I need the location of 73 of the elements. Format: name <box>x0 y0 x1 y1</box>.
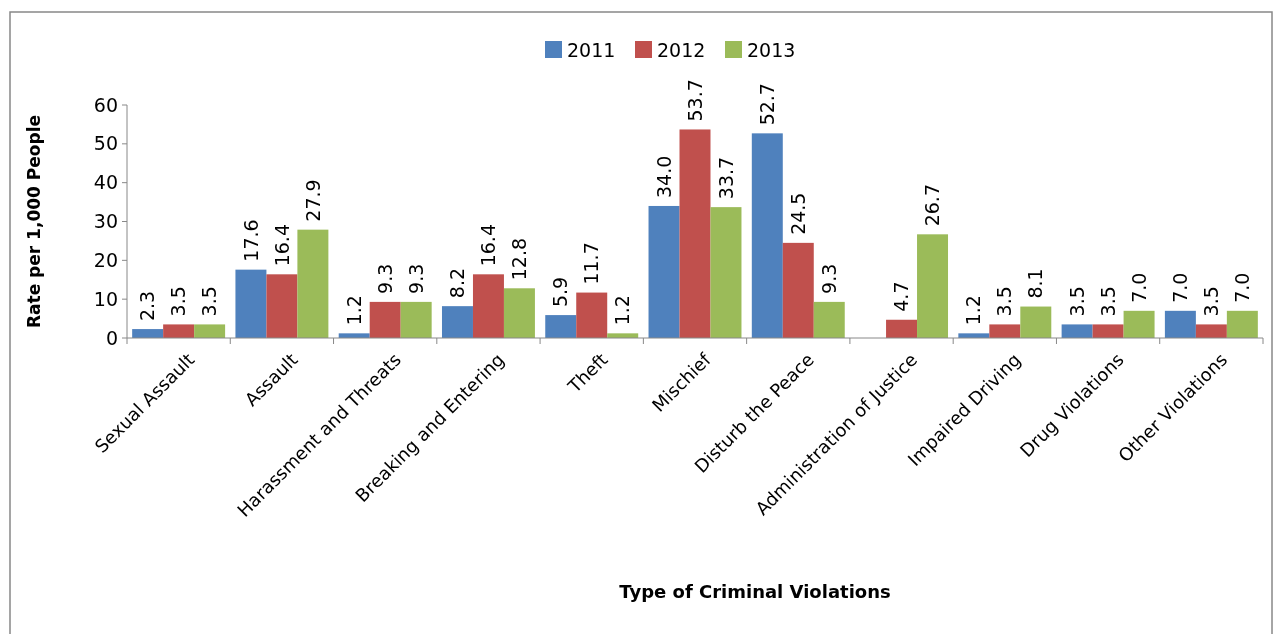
data-label: 34.0 <box>652 155 675 198</box>
bar <box>679 129 711 338</box>
bar <box>782 242 814 338</box>
bar <box>235 269 267 338</box>
data-label: 8.1 <box>1024 268 1047 299</box>
data-label: 11.7 <box>580 242 603 285</box>
y-tick-label: 30 <box>93 210 118 233</box>
x-axis-title: Type of Criminal Violations <box>619 581 891 602</box>
bar <box>1164 310 1196 338</box>
bar <box>886 319 918 338</box>
bar <box>194 324 226 338</box>
bar <box>472 274 504 338</box>
data-label: 24.5 <box>786 192 809 235</box>
data-label: 27.9 <box>301 179 324 222</box>
y-tick-label: 50 <box>93 132 118 155</box>
bar <box>132 329 164 338</box>
data-label: 17.6 <box>239 219 262 262</box>
data-label: 3.5 <box>1096 286 1119 317</box>
bar <box>545 315 577 338</box>
data-label: 12.8 <box>508 237 531 281</box>
bar <box>369 301 401 338</box>
data-label: 3.5 <box>198 286 221 317</box>
bar <box>1226 310 1258 338</box>
bar <box>503 288 535 338</box>
data-label: 16.4 <box>270 224 293 267</box>
data-label: 9.3 <box>817 263 840 294</box>
data-label: 53.7 <box>683 79 706 122</box>
bar <box>710 207 742 338</box>
legend-label: 2012 <box>657 38 706 61</box>
data-label: 8.2 <box>446 267 469 299</box>
bar <box>576 292 608 338</box>
data-label: 7.0 <box>1127 272 1150 303</box>
bar <box>648 205 680 338</box>
y-tick-label: 60 <box>93 93 118 116</box>
bar <box>1020 306 1052 338</box>
bar <box>813 301 845 338</box>
data-label: 3.5 <box>993 286 1016 317</box>
data-label: 16.4 <box>477 224 500 267</box>
y-axis-title: Rate per 1,000 People <box>24 114 44 329</box>
bar <box>266 274 298 338</box>
bar <box>989 324 1021 338</box>
legend-label: 2011 <box>567 38 616 61</box>
y-tick-label: 10 <box>93 287 118 310</box>
bar <box>917 234 949 338</box>
data-label: 2.3 <box>136 290 159 322</box>
bar <box>441 306 473 338</box>
data-label: 52.7 <box>755 83 778 126</box>
bar <box>400 301 432 338</box>
bar <box>1092 324 1124 338</box>
data-label: 9.3 <box>373 263 396 294</box>
y-tick-label: 40 <box>93 171 118 194</box>
bar <box>297 229 329 338</box>
bar <box>1195 324 1227 338</box>
bar <box>1061 324 1093 338</box>
bar <box>163 324 195 338</box>
data-label: 3.5 <box>1065 286 1088 317</box>
data-label: 3.5 <box>167 286 190 317</box>
bar <box>751 133 783 338</box>
bar <box>1123 310 1155 338</box>
data-label: 1.2 <box>611 295 634 326</box>
data-label: 33.7 <box>714 156 737 200</box>
data-label: 7.0 <box>1169 272 1192 303</box>
legend-label: 2013 <box>747 38 796 61</box>
data-label: 4.7 <box>890 281 913 312</box>
data-label: 5.9 <box>549 276 572 308</box>
data-label: 3.5 <box>1200 286 1223 317</box>
data-label: 1.2 <box>962 295 985 326</box>
data-label: 26.7 <box>921 184 944 227</box>
data-label: 7.0 <box>1231 272 1253 303</box>
data-label: 9.3 <box>404 263 427 294</box>
y-tick-label: 0 <box>105 326 118 349</box>
y-tick-label: 20 <box>93 248 118 271</box>
data-label: 1.2 <box>342 295 365 326</box>
